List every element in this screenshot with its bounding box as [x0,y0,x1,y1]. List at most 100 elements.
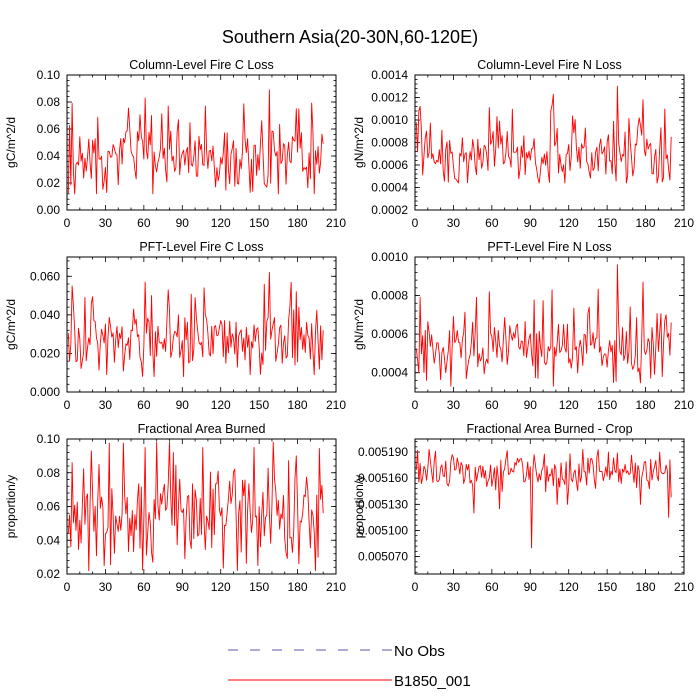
y-tick-label: 0.0006 [371,327,408,341]
x-tick-label: 180 [636,216,656,230]
figure-title: Southern Asia(20-30N,60-120E) [222,27,478,47]
y-axis-label: proportion/y [4,475,18,538]
x-tick-label: 150 [597,580,617,594]
x-tick-label: 60 [485,216,499,230]
x-tick-label: 90 [524,398,538,412]
x-tick-label: 30 [99,398,113,412]
x-tick-label: 210 [326,216,346,230]
x-tick-label: 210 [674,216,694,230]
x-tick-label: 0 [412,580,419,594]
x-tick-label: 90 [524,216,538,230]
chart-panel-1: Column-Level Fire C Loss gC/m^2/d 0 30 60 90 1… [4,58,346,230]
y-tick-label: 0.10 [37,68,61,82]
y-tick-label: 0.0004 [371,366,408,380]
series-line-b1850_001 [67,89,324,195]
x-tick-label: 120 [211,580,231,594]
x-tick-label: 60 [485,580,499,594]
x-tick-label: 210 [674,580,694,594]
y-tick-label: 0.005190 [358,445,408,459]
x-tick-label: 120 [559,580,579,594]
y-tick-label: 0.00 [37,203,61,217]
series-line-b1850_001 [415,264,672,387]
x-tick-label: 30 [99,216,113,230]
series-line-b1850_001 [67,271,324,378]
x-tick-label: 150 [249,216,269,230]
x-tick-label: 210 [326,398,346,412]
series-line-b1850_001 [415,85,672,184]
legend: No Obs B1850_001 [228,643,471,690]
y-axis-label: gN/m^2/d [352,299,366,350]
y-tick-label: 0.08 [37,466,61,480]
x-tick-label: 90 [176,398,190,412]
y-tick-label: 0.000 [30,385,60,399]
y-axis-label: gC/m^2/d [4,117,18,168]
x-tick-label: 30 [99,580,113,594]
chart-panel-5: Fractional Area Burned proportion/y 0 30 60 9… [4,422,346,594]
x-tick-label: 150 [249,580,269,594]
plot-frame [66,74,337,211]
y-tick-label: 0.0008 [371,289,408,303]
y-tick-label: 0.005100 [358,523,408,537]
panel-title: Column-Level Fire C Loss [129,58,274,72]
y-tick-label: 0.0012 [371,91,408,105]
panels: Column-Level Fire C Loss gC/m^2/d 0 30 60 90 1… [4,58,694,594]
x-tick-label: 60 [485,398,499,412]
panel-title: Fractional Area Burned [138,422,266,436]
x-tick-label: 150 [597,216,617,230]
x-tick-label: 90 [524,580,538,594]
y-tick-label: 0.040 [30,308,60,322]
x-tick-label: 60 [137,398,151,412]
x-tick-label: 0 [64,580,71,594]
y-tick-label: 0.0006 [371,158,408,172]
series-line-b1850_001 [415,449,672,549]
y-axis-label: gC/m^2/d [4,299,18,350]
y-tick-label: 0.04 [37,149,61,163]
y-tick-label: 0.02 [37,176,61,190]
x-tick-label: 120 [559,216,579,230]
x-tick-label: 210 [326,580,346,594]
y-tick-label: 0.04 [37,533,61,547]
x-tick-label: 180 [288,580,308,594]
chart-panel-3: PFT-Level Fire C Loss gC/m^2/d 0 30 60 90 120 1… [4,240,346,412]
x-tick-label: 180 [636,398,656,412]
y-tick-label: 0.02 [37,567,61,581]
y-tick-label: 0.0010 [371,113,408,127]
y-tick-label: 0.08 [37,95,61,109]
y-tick-label: 0.0010 [371,250,408,264]
panel-title: PFT-Level Fire C Loss [139,240,263,254]
y-tick-label: 0.060 [30,269,60,283]
x-tick-label: 0 [412,216,419,230]
series-line-b1850_001 [67,441,324,572]
x-tick-label: 30 [447,216,461,230]
plot-frame [414,256,685,393]
y-tick-label: 0.0008 [371,136,408,150]
x-tick-label: 180 [636,580,656,594]
x-tick-label: 180 [288,398,308,412]
x-tick-label: 30 [447,580,461,594]
legend-label-b1850: B1850_001 [394,673,471,690]
plot-frame [414,438,685,575]
x-tick-label: 90 [176,580,190,594]
panel-title: Fractional Area Burned - Crop [466,422,632,436]
y-tick-label: 0.10 [37,432,61,446]
x-tick-label: 0 [412,398,419,412]
x-tick-label: 180 [288,216,308,230]
chart-panel-2: Column-Level Fire N Loss gN/m^2/d 0 30 60 90 1… [352,58,694,230]
y-tick-label: 0.0004 [371,181,408,195]
y-tick-label: 0.005160 [358,471,408,485]
x-tick-label: 60 [137,216,151,230]
x-tick-label: 0 [64,216,71,230]
legend-label-no-obs: No Obs [394,643,445,660]
chart-panel-4: PFT-Level Fire N Loss gN/m^2/d 0 30 60 90 120 1… [352,240,694,412]
y-tick-label: 0.06 [37,500,61,514]
x-tick-label: 210 [674,398,694,412]
y-tick-label: 0.0014 [371,68,408,82]
panel-title: PFT-Level Fire N Loss [487,240,611,254]
x-tick-label: 120 [211,216,231,230]
x-tick-label: 150 [597,398,617,412]
x-tick-label: 120 [559,398,579,412]
x-tick-label: 120 [211,398,231,412]
y-tick-label: 0.005130 [358,497,408,511]
y-tick-label: 0.0002 [371,203,408,217]
